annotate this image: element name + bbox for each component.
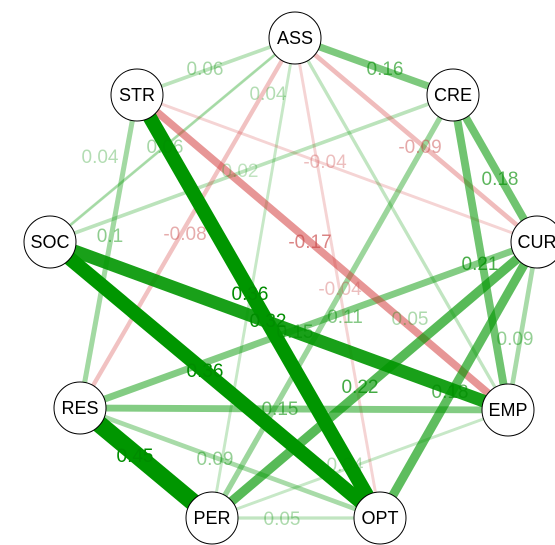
edge xyxy=(134,92,511,413)
edge-label: 0.04 xyxy=(82,147,119,168)
edge-label: 0.21 xyxy=(462,254,499,275)
edge-label: 0.05 xyxy=(392,309,429,330)
node xyxy=(185,491,239,545)
edge xyxy=(49,93,454,244)
edge xyxy=(211,408,509,520)
edge xyxy=(79,405,381,521)
edge-label: -0.09 xyxy=(398,137,441,158)
edge xyxy=(449,94,512,411)
edge-label: 0.22 xyxy=(342,377,379,398)
edge-label: 0.09 xyxy=(497,329,534,350)
edge xyxy=(293,36,539,244)
edge-label: -0.04 xyxy=(318,279,362,300)
edge-label: 0.16 xyxy=(367,59,404,80)
edge-label: 0.36 xyxy=(232,284,269,305)
node-label: CUR xyxy=(518,232,555,252)
edge xyxy=(47,235,511,417)
edge-labels: 0.02 0.04 0.04 -0.04 -0.04 0.04 0.05 0.05 0.06 0.… xyxy=(82,59,534,530)
edge-label: 0.05 xyxy=(264,509,301,530)
edge-label: 0.04 xyxy=(250,84,287,105)
edge xyxy=(210,37,297,519)
edge xyxy=(449,93,541,244)
edge xyxy=(209,93,456,520)
edge-label: 0.45 xyxy=(117,446,154,467)
node xyxy=(110,68,164,122)
node xyxy=(481,383,535,437)
nodes: ASS CRE CUR EMP OPT PER RES SOC STR xyxy=(23,11,555,545)
node xyxy=(53,381,107,435)
edge xyxy=(45,236,385,524)
node-label: ASS xyxy=(277,28,313,48)
edges xyxy=(45,34,541,525)
node xyxy=(268,11,322,65)
node-label: RES xyxy=(61,398,98,418)
edge-label: 0.1 xyxy=(97,226,123,247)
edge xyxy=(136,93,538,244)
edge xyxy=(78,238,539,412)
node-label: EMP xyxy=(488,400,527,420)
edge-label: 0.32 xyxy=(250,311,287,332)
edge xyxy=(49,36,296,244)
edge-label: 0.15 xyxy=(277,322,314,343)
node-label: SOC xyxy=(30,232,69,252)
edge xyxy=(208,238,541,522)
edge xyxy=(293,37,382,519)
node xyxy=(510,215,555,269)
node-label: PER xyxy=(193,508,230,528)
edge-label: -0.08 xyxy=(163,224,206,245)
edge-label: 0.11 xyxy=(327,307,363,328)
edge xyxy=(293,34,455,99)
edge xyxy=(78,36,297,410)
edge-label: 0.15 xyxy=(262,399,299,420)
edge-label: 0.18 xyxy=(432,382,469,403)
node-label: CRE xyxy=(434,85,472,105)
edge xyxy=(376,239,541,521)
edge-label: -0.04 xyxy=(303,152,347,173)
edge xyxy=(136,36,296,97)
edge-label: -0.17 xyxy=(288,232,331,253)
node xyxy=(23,215,77,269)
edge-label: 0.06 xyxy=(147,137,184,158)
node xyxy=(353,491,407,545)
edge-label: 0.06 xyxy=(187,59,224,80)
edge xyxy=(505,241,540,411)
edge xyxy=(130,91,387,522)
edge-label: 0.18 xyxy=(482,169,519,190)
node-label: OPT xyxy=(361,508,398,528)
edge xyxy=(74,401,218,525)
edge-label: 0.09 xyxy=(197,449,234,470)
edge xyxy=(77,94,140,409)
edge xyxy=(49,37,296,243)
edge-label: 0.02 xyxy=(222,161,259,182)
edge-label: 0.36 xyxy=(187,361,224,382)
edge-label: 0.04 xyxy=(327,455,364,476)
node xyxy=(426,68,480,122)
node-label: STR xyxy=(119,85,155,105)
